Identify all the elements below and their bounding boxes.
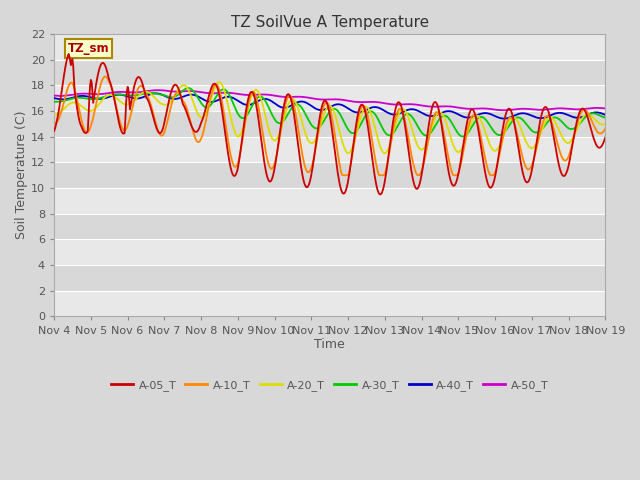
Bar: [54, 34, 605, 60]
Bar: [54, 291, 605, 316]
Bar: [54, 265, 605, 291]
Title: TZ SoilVue A Temperature: TZ SoilVue A Temperature: [230, 15, 429, 30]
Text: TZ_sm: TZ_sm: [68, 42, 109, 55]
Bar: [54, 240, 605, 265]
Bar: [54, 188, 605, 214]
Legend: A-05_T, A-10_T, A-20_T, A-30_T, A-40_T, A-50_T: A-05_T, A-10_T, A-20_T, A-30_T, A-40_T, …: [106, 376, 553, 396]
Bar: [54, 137, 605, 162]
Bar: [54, 214, 605, 240]
Bar: [54, 60, 605, 85]
Y-axis label: Soil Temperature (C): Soil Temperature (C): [15, 111, 28, 240]
Bar: [54, 85, 605, 111]
X-axis label: Time: Time: [314, 338, 345, 351]
Bar: [54, 162, 605, 188]
Bar: [54, 111, 605, 137]
